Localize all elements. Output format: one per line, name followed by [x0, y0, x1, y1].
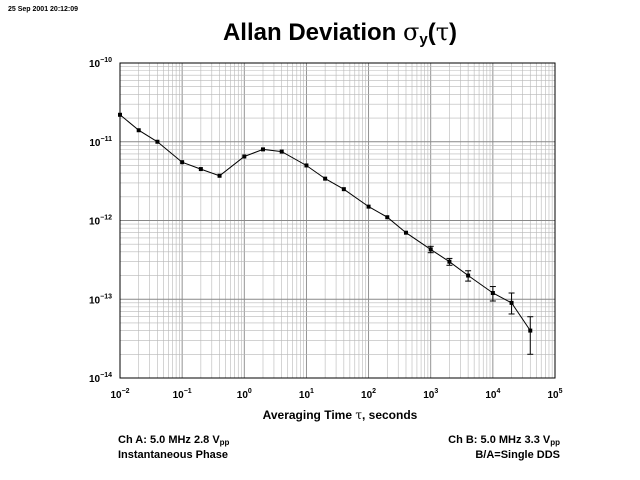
y-tick-base: 10 [89, 374, 101, 385]
y-tick-exponent: −13 [100, 293, 112, 300]
title-subscript: y [419, 31, 428, 48]
data-point [490, 291, 495, 296]
data-point [466, 273, 471, 278]
x-tick-exponent: 0 [248, 388, 252, 395]
data-point [217, 173, 222, 178]
data-point [260, 147, 265, 152]
footer-right-line2: B/A=Single DDS [475, 449, 560, 461]
x-tick-label: 105 [547, 388, 562, 401]
data-point [366, 204, 371, 209]
title-tau: τ [435, 18, 450, 46]
x-axis-label-pre: Averaging Time [262, 408, 356, 422]
footer-left-line1: Ch A: 5.0 MHz 2.8 Vpp [118, 434, 229, 449]
x-tick-label: 10−1 [173, 388, 192, 401]
x-tick-exponent: 2 [372, 388, 376, 395]
timestamp: 25 Sep 2001 20:12:09 [8, 6, 79, 13]
data-point [323, 176, 328, 181]
x-axis-label-post: , seconds [361, 408, 418, 422]
data-point [279, 149, 284, 154]
data-point [403, 230, 408, 235]
x-tick-label: 100 [237, 388, 252, 401]
title-paren-open: ( [427, 19, 436, 46]
y-tick-label: 10−12 [89, 215, 112, 228]
x-tick-base: 10 [173, 390, 185, 401]
data-point [428, 247, 433, 252]
data-point [509, 300, 514, 305]
data-point [304, 163, 309, 168]
x-tick-base: 10 [299, 390, 311, 401]
grid [120, 63, 555, 378]
footer-left: Ch A: 5.0 MHz 2.8 Vpp Instantaneous Phas… [118, 434, 229, 462]
x-tick-base: 10 [547, 390, 559, 401]
y-tick-exponent: −11 [101, 136, 113, 143]
ch-b-text: Ch B: 5.0 MHz 3.3 V [448, 434, 551, 446]
y-tick-base: 10 [89, 59, 101, 70]
data-point [180, 160, 185, 165]
x-axis-label: Averaging Time τ, seconds [0, 408, 640, 422]
x-tick-base: 10 [110, 390, 122, 401]
data-point [385, 215, 390, 220]
x-tick-label: 101 [299, 388, 314, 401]
data-point [136, 128, 141, 133]
x-tick-exponent: −1 [184, 388, 192, 395]
footer-right-line1: Ch B: 5.0 MHz 3.3 Vpp [448, 434, 560, 449]
x-tick-base: 10 [237, 390, 249, 401]
chart-title: Allan Deviation σy(τ) [0, 18, 640, 48]
x-tick-base: 10 [423, 390, 435, 401]
title-sigma: σ [403, 18, 420, 46]
footer-left-line2: Instantaneous Phase [118, 449, 229, 461]
y-tick-label: 10−14 [89, 372, 112, 385]
data-point [242, 154, 247, 159]
x-tick-base: 10 [361, 390, 373, 401]
x-tick-exponent: 5 [559, 388, 563, 395]
x-tick-exponent: 4 [496, 388, 500, 395]
plot-frame [119, 62, 556, 379]
ch-a-sub: pp [219, 438, 230, 447]
x-tick-label: 10−2 [110, 388, 129, 401]
y-tick-base: 10 [89, 295, 101, 306]
data-point [528, 328, 533, 333]
y-tick-exponent: −14 [100, 372, 112, 379]
x-tick-label: 103 [423, 388, 438, 401]
y-tick-exponent: −12 [100, 215, 112, 222]
ch-a-text: Ch A: 5.0 MHz 2.8 V [118, 434, 220, 446]
x-tick-exponent: 1 [310, 388, 314, 395]
title-text: Allan Deviation [222, 19, 404, 46]
y-tick-label: 10−11 [89, 136, 112, 149]
data-series [118, 112, 534, 355]
ch-b-sub: pp [550, 438, 560, 447]
data-point [447, 259, 452, 264]
y-tick-base: 10 [89, 138, 101, 149]
x-tick-labels: 10−2 10−1 100 101 102 103 104 105 [110, 388, 562, 401]
y-tick-exponent: −10 [100, 57, 112, 64]
footer-right: Ch B: 5.0 MHz 3.3 Vpp B/A=Single DDS [448, 434, 560, 462]
x-tick-exponent: 3 [434, 388, 438, 395]
y-tick-label: 10−10 [89, 57, 112, 70]
title-paren-close: ) [449, 19, 458, 46]
x-tick-base: 10 [485, 390, 497, 401]
data-point [118, 112, 122, 117]
x-tick-label: 102 [361, 388, 376, 401]
y-tick-label: 10−13 [89, 293, 112, 306]
x-tick-exponent: −2 [122, 388, 130, 395]
x-tick-label: 104 [485, 388, 500, 401]
x-axis-label-tau: τ [355, 408, 362, 422]
data-point [198, 167, 203, 172]
data-point [341, 187, 346, 192]
y-tick-base: 10 [89, 217, 101, 228]
data-point [155, 139, 160, 144]
